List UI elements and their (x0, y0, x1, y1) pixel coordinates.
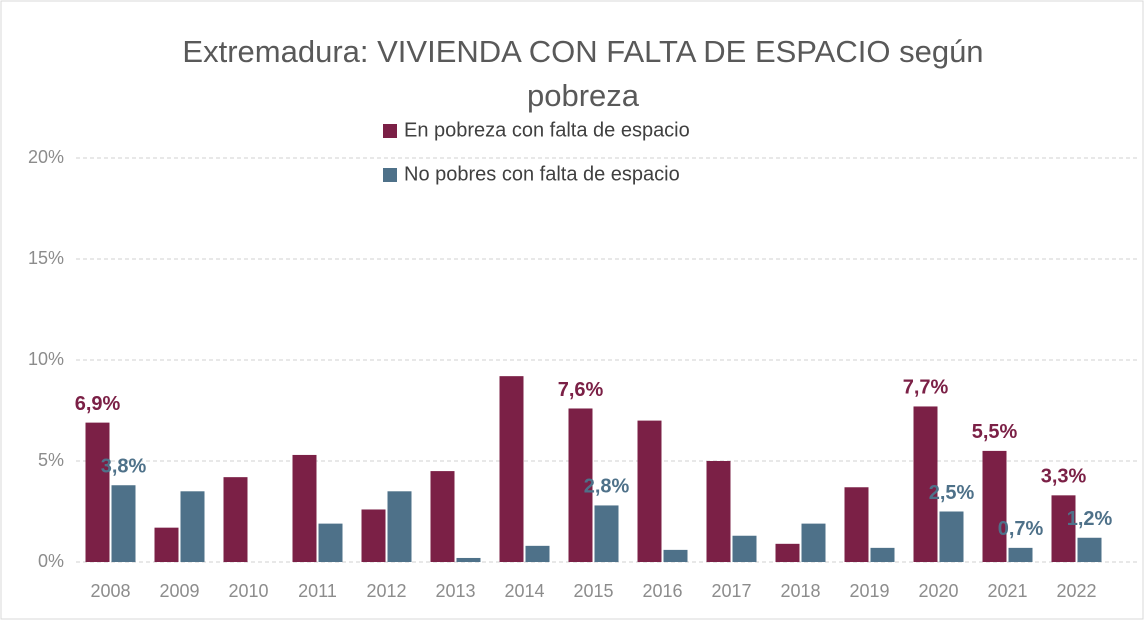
x-tick-label: 2012 (366, 581, 406, 601)
bar (594, 505, 619, 562)
bar (499, 376, 524, 562)
bar (85, 422, 110, 562)
bar (387, 491, 412, 562)
chart-title: Extremadura: VIVIENDA CON FALTA DE ESPAC… (182, 34, 984, 113)
data-label: 5,5% (972, 421, 1018, 443)
x-tick-label: 2022 (1056, 581, 1096, 601)
x-tick-label: 2016 (642, 581, 682, 601)
bar (223, 477, 248, 562)
x-tick-label: 2017 (711, 581, 751, 601)
data-label: 7,7% (903, 377, 949, 399)
legend-swatch (383, 168, 397, 182)
bar (1077, 537, 1102, 562)
data-label: 7,6% (558, 379, 604, 401)
bar (982, 450, 1007, 562)
data-label: 3,8% (101, 456, 147, 478)
bar (775, 543, 800, 562)
bar (318, 523, 343, 562)
x-tick-label: 2009 (159, 581, 199, 601)
x-tick-label: 2013 (435, 581, 475, 601)
y-tick-label: 5% (38, 450, 64, 470)
x-tick-label: 2020 (918, 581, 958, 601)
y-tick-label: 0% (38, 551, 64, 571)
y-tick-label: 15% (28, 248, 64, 268)
bar (1051, 495, 1076, 562)
bar (525, 545, 550, 562)
data-label: 2,8% (584, 476, 630, 498)
legend-label: En pobreza con falta de espacio (404, 119, 690, 141)
bar (870, 547, 895, 562)
bar (663, 549, 688, 562)
bar (844, 487, 869, 562)
x-tick-label: 2011 (298, 581, 337, 601)
bar (456, 557, 481, 562)
bar (913, 406, 938, 562)
bar (361, 509, 386, 562)
y-tick-label: 10% (28, 349, 64, 369)
data-label: 0,7% (998, 518, 1044, 540)
legend-swatch (383, 124, 397, 138)
data-label: 1,2% (1067, 508, 1113, 530)
bar (706, 461, 731, 562)
bar (568, 408, 593, 562)
x-tick-label: 2018 (780, 581, 820, 601)
bar (292, 454, 317, 562)
data-label: 6,9% (75, 393, 121, 415)
bar (939, 511, 964, 562)
x-tick-label: 2019 (849, 581, 889, 601)
bar (732, 535, 757, 562)
legend-label: No pobres con falta de espacio (404, 163, 680, 185)
bar (154, 527, 179, 562)
bar (430, 471, 455, 562)
x-tick-label: 2014 (504, 581, 544, 601)
x-tick-label: 2010 (228, 581, 268, 601)
bar (637, 420, 662, 562)
data-label: 3,3% (1041, 466, 1087, 488)
bar (1008, 547, 1033, 562)
bar (111, 485, 136, 562)
y-tick-label: 20% (28, 147, 64, 167)
x-tick-label: 2021 (987, 581, 1027, 601)
data-label: 2,5% (929, 482, 975, 504)
bar (801, 523, 826, 562)
x-tick-label: 2015 (573, 581, 613, 601)
bar (180, 491, 205, 562)
x-tick-label: 2008 (90, 581, 130, 601)
